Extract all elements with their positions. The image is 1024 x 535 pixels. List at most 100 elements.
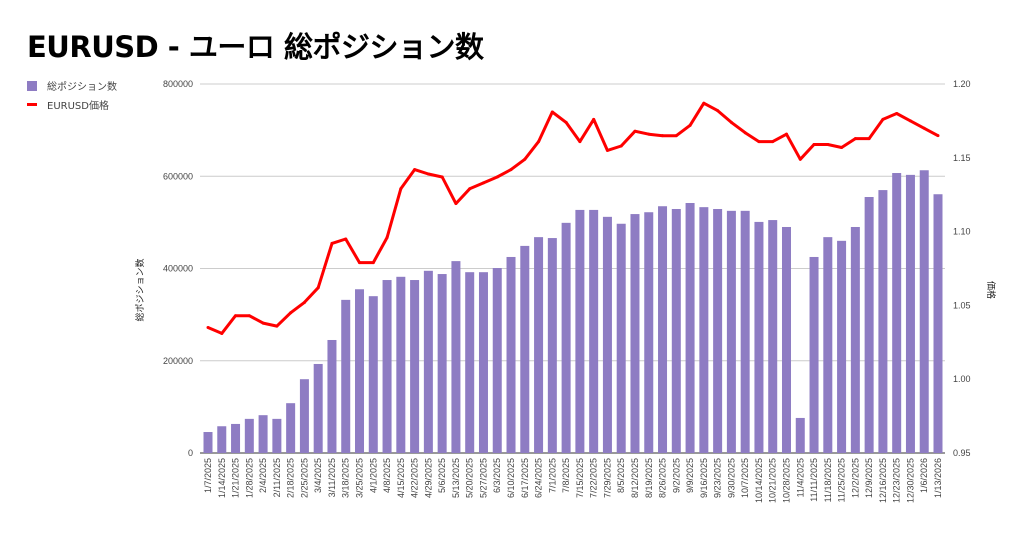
- bar: [754, 221, 764, 453]
- bar: [396, 276, 406, 453]
- x-tick-label: 10/21/2025: [768, 458, 778, 503]
- y2-tick-label: 1.05: [953, 300, 971, 310]
- price-point: [867, 137, 871, 141]
- x-tick-label: 12/16/2025: [878, 458, 888, 503]
- bar: [410, 280, 420, 453]
- price-point: [895, 112, 899, 116]
- bar: [231, 423, 241, 453]
- bar: [217, 426, 227, 453]
- x-tick-label: 11/25/2025: [837, 458, 847, 502]
- bar: [602, 216, 612, 453]
- x-tick-label: 3/25/2025: [355, 458, 365, 498]
- x-tick-label: 1/28/2025: [244, 458, 254, 498]
- price-point: [399, 187, 403, 191]
- price-point: [688, 123, 692, 127]
- bar: [781, 226, 791, 453]
- bar: [713, 208, 723, 453]
- bar: [547, 238, 557, 453]
- bar: [313, 363, 323, 453]
- x-tick-label: 1/21/2025: [231, 458, 241, 498]
- x-tick-label: 1/13/2026: [933, 458, 943, 498]
- bar: [355, 289, 365, 453]
- y2-tick-label: 0.95: [953, 448, 971, 458]
- legend-label: 総ポジション数: [47, 82, 117, 93]
- x-tick-label: 1/6/2026: [919, 458, 929, 493]
- bar: [299, 379, 309, 453]
- x-tick-label: 8/12/2025: [630, 458, 640, 498]
- x-tick-label: 10/7/2025: [740, 458, 750, 498]
- x-tick-label: 9/9/2025: [685, 458, 695, 493]
- price-point: [468, 187, 472, 191]
- x-tick-label: 7/22/2025: [589, 458, 599, 498]
- price-point: [922, 126, 926, 130]
- bar: [740, 210, 750, 453]
- x-tick-label: 9/16/2025: [699, 458, 709, 498]
- x-tick-label: 7/29/2025: [602, 458, 612, 498]
- price-point: [413, 168, 417, 172]
- x-tick-label: 7/1/2025: [547, 458, 557, 493]
- price-point: [206, 326, 210, 330]
- x-tick-label: 12/23/2025: [892, 458, 902, 503]
- price-line: [207, 101, 939, 335]
- y2-tick-label: 1.15: [953, 153, 971, 163]
- price-point: [674, 134, 678, 138]
- y-tick-label: 0: [188, 448, 193, 458]
- price-point: [908, 119, 912, 123]
- x-tick-label: 5/27/2025: [478, 458, 488, 498]
- price-point: [261, 321, 265, 325]
- x-tick-label: 12/2/2025: [850, 458, 860, 498]
- x-tick-label: 5/13/2025: [451, 458, 461, 498]
- bar: [837, 240, 847, 453]
- bar: [630, 214, 640, 453]
- price-point: [440, 175, 444, 179]
- bar: [864, 197, 874, 453]
- price-point: [716, 109, 720, 113]
- x-tick-label: 11/11/2025: [809, 458, 819, 502]
- bar: [671, 208, 681, 453]
- bar: [520, 245, 530, 453]
- price-point: [661, 134, 665, 138]
- price-point: [330, 241, 334, 245]
- price-point: [812, 143, 816, 147]
- x-tick-label: 11/4/2025: [795, 458, 805, 497]
- bar: [892, 173, 902, 454]
- bar: [506, 256, 516, 453]
- bar: [561, 222, 571, 453]
- x-tick-label: 1/7/2025: [203, 458, 213, 493]
- x-tick-label: 2/4/2025: [258, 458, 268, 493]
- x-tick-label: 9/2/2025: [671, 458, 681, 493]
- legend-item-price: EURUSD価格: [27, 97, 109, 112]
- bar: [644, 212, 654, 453]
- bar: [382, 280, 392, 453]
- price-point: [275, 324, 279, 328]
- price-point: [729, 120, 733, 124]
- price-point: [853, 137, 857, 141]
- price-point: [358, 261, 362, 265]
- price-point: [537, 140, 541, 144]
- bar: [658, 206, 668, 453]
- price-point: [344, 237, 348, 241]
- bar: [341, 299, 351, 453]
- x-tick-label: 11/18/2025: [823, 458, 833, 502]
- bar: [905, 174, 915, 453]
- x-tick-label: 2/25/2025: [299, 458, 309, 498]
- y2-tick-label: 1.20: [953, 79, 971, 89]
- price-point: [743, 131, 747, 135]
- price-point: [619, 144, 623, 148]
- price-point: [578, 140, 582, 144]
- x-tick-label: 1/14/2025: [217, 458, 227, 498]
- price-point: [798, 157, 802, 161]
- price-point: [702, 101, 706, 105]
- bar: [286, 403, 296, 453]
- bar: [368, 296, 378, 453]
- price-point: [220, 331, 224, 335]
- price-point: [523, 157, 527, 161]
- bar: [203, 432, 213, 453]
- bar: [437, 274, 447, 453]
- bar: [534, 237, 544, 453]
- y-tick-label: 600000: [163, 171, 193, 181]
- x-tick-label: 6/24/2025: [534, 458, 544, 498]
- price-point: [784, 132, 788, 136]
- x-tick-label: 9/30/2025: [726, 458, 736, 498]
